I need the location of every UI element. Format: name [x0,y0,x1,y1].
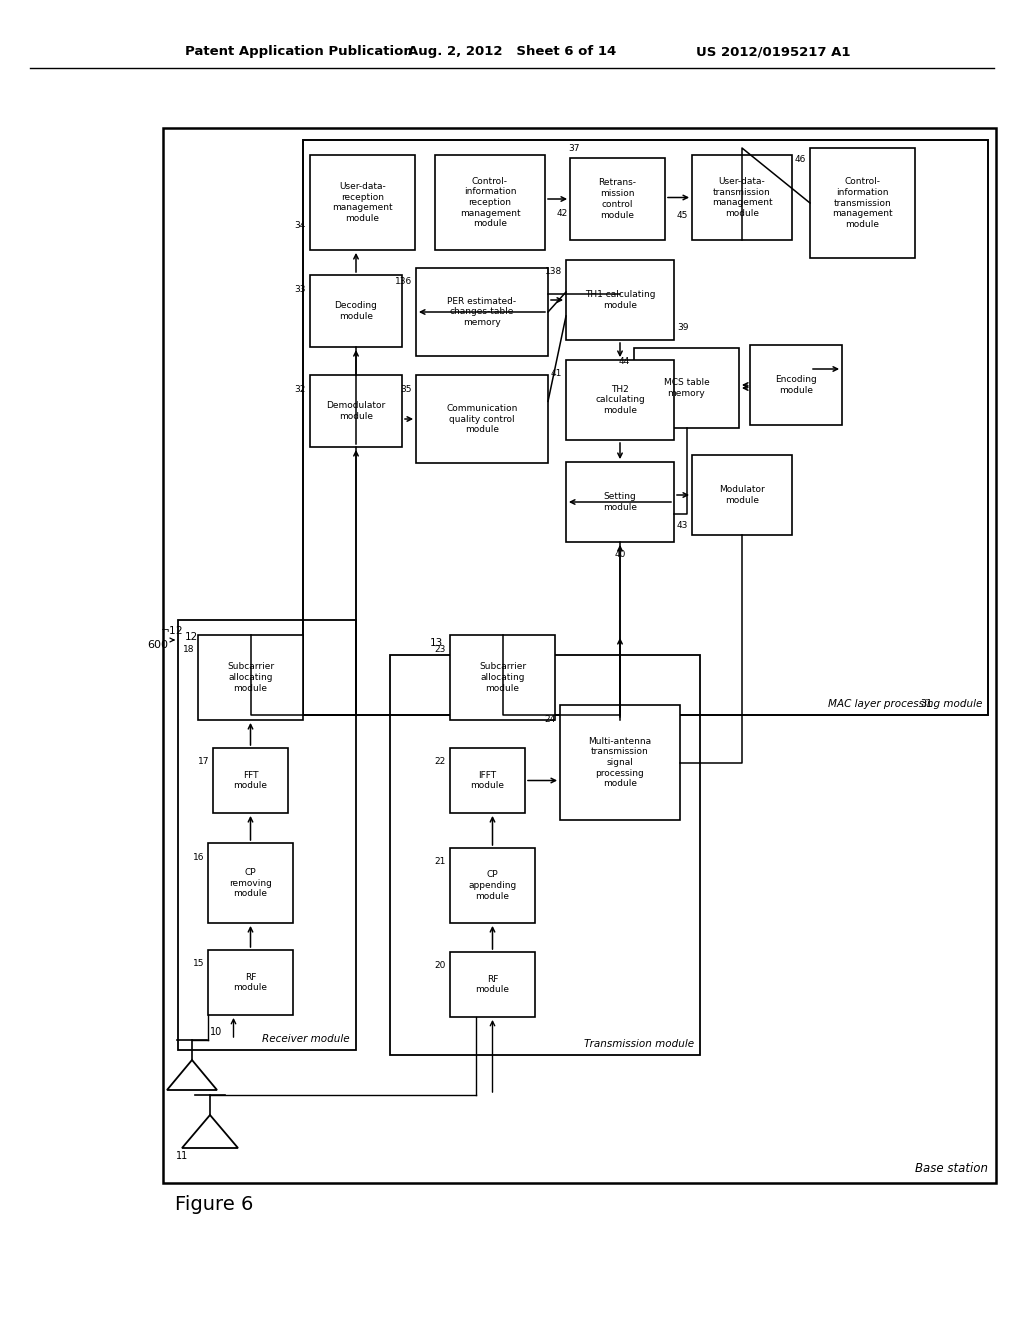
Text: 41: 41 [551,370,562,379]
Text: 46: 46 [795,156,806,165]
Text: 40: 40 [614,550,626,558]
Text: Decoding
module: Decoding module [335,301,378,321]
Bar [178,620,356,1049]
Text: US 2012/0195217 A1: US 2012/0195217 A1 [695,45,850,58]
Bar [450,952,535,1016]
Text: 32: 32 [295,385,306,395]
Bar [570,158,665,240]
Bar [213,748,288,813]
Text: Control-
information
transmission
management
module: Control- information transmission manage… [833,177,893,228]
Bar [810,148,915,257]
Bar [390,655,700,1055]
Bar [303,140,988,715]
Bar [416,268,548,356]
Text: 24: 24 [545,714,556,723]
Text: MCS table
memory: MCS table memory [664,378,710,397]
Bar [450,847,535,923]
Text: Transmission module: Transmission module [584,1039,694,1049]
Text: MAC layer processing module: MAC layer processing module [827,700,982,709]
Text: PER estimated-
changes-table
memory: PER estimated- changes-table memory [447,297,516,327]
Text: 136: 136 [394,277,412,286]
Text: IFFT
module: IFFT module [470,771,505,791]
Text: 600: 600 [147,640,168,649]
Text: 39: 39 [677,323,688,333]
Text: Multi-antenna
transmission
signal
processing
module: Multi-antenna transmission signal proces… [589,737,651,788]
Text: RF
module: RF module [233,973,267,993]
Text: 17: 17 [198,758,209,767]
Bar [692,154,792,240]
Text: 21: 21 [434,858,446,866]
Text: 45: 45 [677,210,688,219]
Text: Control-
information
reception
management
module: Control- information reception managemen… [460,177,520,228]
Bar [416,375,548,463]
Text: Modulator
module: Modulator module [719,486,765,504]
Text: 15: 15 [193,960,204,969]
Text: 11: 11 [176,1151,188,1162]
Text: FFT
module: FFT module [233,771,267,791]
Text: 138: 138 [545,268,562,276]
Text: 22: 22 [435,758,446,767]
Bar [634,348,739,428]
Bar [560,705,680,820]
Text: Base station: Base station [915,1162,988,1175]
Bar [198,635,303,719]
Text: User-data-
reception
management
module: User-data- reception management module [332,182,393,223]
Bar [310,375,402,447]
Text: 31: 31 [921,700,933,709]
Text: Communication
quality control
module: Communication quality control module [446,404,518,434]
Text: Subcarrier
allocating
module: Subcarrier allocating module [479,663,526,693]
Text: 44: 44 [618,358,630,367]
Bar [310,275,402,347]
Text: 10: 10 [210,1027,222,1038]
Bar [435,154,545,249]
Text: Encoding
module: Encoding module [775,375,817,395]
Text: 18: 18 [182,644,194,653]
Text: CP
appending
module: CP appending module [468,870,517,900]
Bar [450,635,555,719]
Text: 34: 34 [295,220,306,230]
Text: Aug. 2, 2012   Sheet 6 of 14: Aug. 2, 2012 Sheet 6 of 14 [408,45,616,58]
Text: TH2
calculating
module: TH2 calculating module [595,384,645,416]
Text: CP
removing
module: CP removing module [229,867,272,898]
Text: 23: 23 [434,644,446,653]
Bar [208,843,293,923]
Bar [692,455,792,535]
Text: 37: 37 [568,144,580,153]
Text: 16: 16 [193,853,204,862]
Text: $\neg$12: $\neg$12 [160,624,183,636]
Bar [566,260,674,341]
Text: User-data-
transmission
management
module: User-data- transmission management modul… [712,177,772,218]
Text: Demodulator
module: Demodulator module [327,401,386,421]
Text: 20: 20 [434,961,446,970]
Text: Subcarrier
allocating
module: Subcarrier allocating module [227,663,274,693]
Text: Receiver module: Receiver module [262,1034,350,1044]
Text: 33: 33 [295,285,306,294]
Text: 43: 43 [677,520,688,529]
Text: RF
module: RF module [475,974,510,994]
Text: Figure 6: Figure 6 [175,1196,253,1214]
Text: 12: 12 [185,632,199,642]
Text: 13: 13 [430,638,443,648]
Bar [208,950,293,1015]
Bar [450,748,525,813]
Text: TH1 calculating
module: TH1 calculating module [585,290,655,310]
Text: 35: 35 [400,384,412,393]
Bar [163,128,996,1183]
Bar [750,345,842,425]
Text: Patent Application Publication: Patent Application Publication [185,45,413,58]
Bar [310,154,415,249]
Text: Retrans-
mission
control
module: Retrans- mission control module [598,178,637,219]
Bar [566,360,674,440]
Text: Setting
module: Setting module [603,492,637,512]
Text: 42: 42 [557,209,568,218]
Bar [566,462,674,543]
